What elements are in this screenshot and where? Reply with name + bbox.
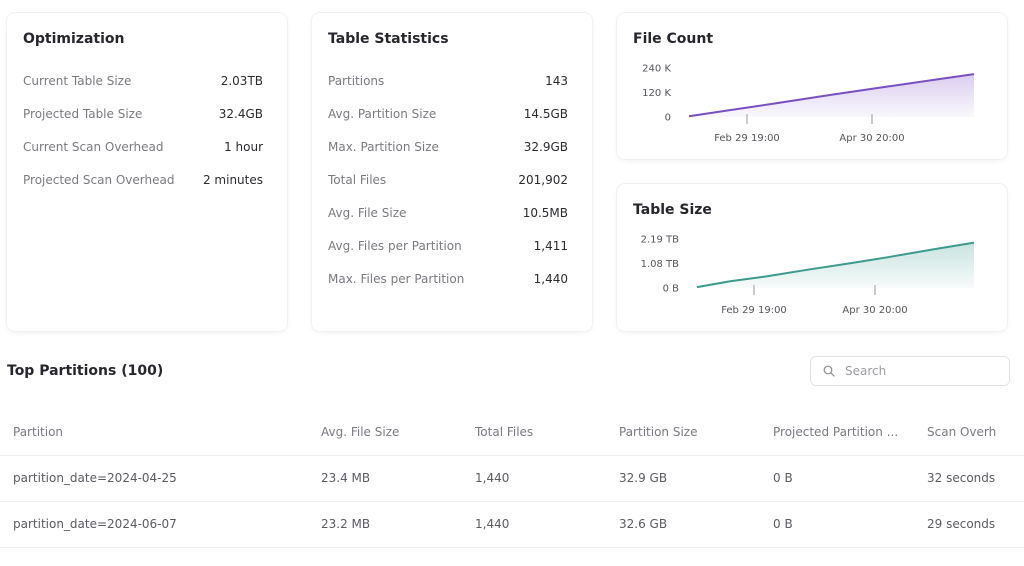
cell-total-files: 1,440 [475, 471, 510, 485]
cell-total-files: 1,440 [475, 517, 510, 531]
stat-value: 32.9GB [523, 140, 568, 154]
cell-projected-partition-size: 0 B [773, 517, 793, 531]
y-tick-label: 2.19 TB [641, 235, 680, 246]
x-tick-label: Apr 30 20:00 [842, 305, 907, 316]
stat-label: Partitions [328, 74, 385, 88]
column-header-projected-partition[interactable]: Projected Partition ... [773, 425, 899, 439]
cell-avg-file-size: 23.4 MB [321, 471, 371, 485]
search-icon [823, 365, 835, 377]
search-input[interactable] [843, 363, 987, 379]
cell-partition: partition_date=2024-06-07 [13, 517, 177, 531]
x-tick-label: Feb 29 19:00 [721, 305, 787, 316]
stat-value: 143 [545, 74, 568, 88]
cell-partition-size: 32.9 GB [619, 471, 668, 485]
stat-value: 2 minutes [202, 173, 263, 187]
stat-row-projected-scan-overhead: Projected Scan Overhead 2 minutes [23, 171, 263, 189]
file-count-card: File Count 240 K 120 K 0 Feb 29 19:00 Apr 30… [617, 13, 1007, 159]
stat-row-max-files-per-partition: Max. Files per Partition 1,440 [328, 270, 568, 288]
stat-value: 32.4GB [218, 107, 263, 121]
table-header-row: Partition Avg. File Size Total Files Par… [0, 410, 1024, 456]
table-size-card: Table Size 2.19 TB 1.08 TB 0 B Feb 29 19:00… [617, 184, 1007, 331]
stat-label: Current Scan Overhead [23, 140, 164, 154]
stat-label: Avg. File Size [328, 206, 407, 220]
cell-avg-file-size: 23.2 MB [321, 517, 371, 531]
file-count-chart: 240 K 120 K 0 Feb 29 19:00 Apr 30 20:00 [642, 64, 975, 144]
column-header-partition[interactable]: Partition [13, 425, 64, 439]
stat-value: 2.03TB [220, 74, 263, 88]
stat-label: Max. Files per Partition [328, 272, 465, 286]
search-box[interactable] [810, 356, 1010, 386]
column-header-partition-size[interactable]: Partition Size [619, 425, 698, 439]
x-tick-label: Apr 30 20:00 [839, 133, 904, 144]
stat-label: Current Table Size [23, 74, 132, 88]
stat-value: 1 hour [224, 140, 263, 154]
table-statistics-title: Table Statistics [328, 31, 449, 47]
stat-label: Avg. Files per Partition [328, 239, 462, 253]
stat-label: Max. Partition Size [328, 140, 439, 154]
stat-label: Projected Table Size [23, 107, 143, 121]
y-tick-label: 120 K [642, 88, 671, 99]
table-row[interactable]: partition_date=2024-06-07 23.2 MB 1,440 … [0, 502, 1024, 548]
stat-label: Total Files [328, 173, 387, 187]
stat-row-partitions: Partitions 143 [328, 72, 568, 90]
stat-row-avg-files-per-partition: Avg. Files per Partition 1,411 [328, 237, 568, 255]
stat-label: Avg. Partition Size [328, 107, 437, 121]
y-tick-label: 240 K [642, 64, 671, 75]
cell-scan-overhead: 29 seconds [927, 517, 996, 531]
column-header-avg-file-size[interactable]: Avg. File Size [321, 425, 400, 439]
cell-partition-size: 32.6 GB [619, 517, 668, 531]
stat-value: 201,902 [518, 173, 568, 187]
table-row[interactable]: partition_date=2024-04-25 23.4 MB 1,440 … [0, 456, 1024, 502]
stat-row-current-scan-overhead: Current Scan Overhead 1 hour [23, 138, 263, 156]
stat-value: 10.5MB [522, 206, 568, 220]
stat-row-total-files: Total Files 201,902 [328, 171, 568, 189]
stat-row-current-table-size: Current Table Size 2.03TB [23, 72, 263, 90]
column-header-scan-overhead[interactable]: Scan Overh [927, 425, 997, 439]
stat-value: 14.5GB [523, 107, 568, 121]
top-partitions-title: Top Partitions (100) [7, 363, 164, 379]
stat-row-avg-partition-size: Avg. Partition Size 14.5GB [328, 105, 568, 123]
table-size-title: Table Size [633, 202, 712, 218]
table-size-chart: 2.19 TB 1.08 TB 0 B Feb 29 19:00 Apr 30 20:0… [641, 235, 975, 316]
stat-row-max-partition-size: Max. Partition Size 32.9GB [328, 138, 568, 156]
file-count-title: File Count [633, 31, 714, 47]
y-tick-label: 0 [665, 113, 671, 124]
cell-scan-overhead: 32 seconds [927, 471, 996, 485]
x-tick-label: Feb 29 19:00 [714, 133, 780, 144]
stat-value: 1,440 [533, 272, 568, 286]
cell-partition: partition_date=2024-04-25 [13, 471, 177, 485]
stat-row-projected-table-size: Projected Table Size 32.4GB [23, 105, 263, 123]
y-tick-label: 1.08 TB [641, 259, 680, 270]
cell-projected-partition-size: 0 B [773, 471, 793, 485]
stat-label: Projected Scan Overhead [23, 173, 175, 187]
optimization-title: Optimization [23, 31, 125, 47]
table-statistics-card: Table Statistics Partitions 143 Avg. Par… [312, 13, 592, 331]
stat-row-avg-file-size: Avg. File Size 10.5MB [328, 204, 568, 222]
column-header-total-files[interactable]: Total Files [475, 425, 534, 439]
series-line [696, 241, 975, 289]
y-tick-label: 0 B [663, 284, 680, 295]
optimization-card: Optimization Current Table Size 2.03TB P… [7, 13, 287, 331]
stat-value: 1,411 [533, 239, 568, 253]
